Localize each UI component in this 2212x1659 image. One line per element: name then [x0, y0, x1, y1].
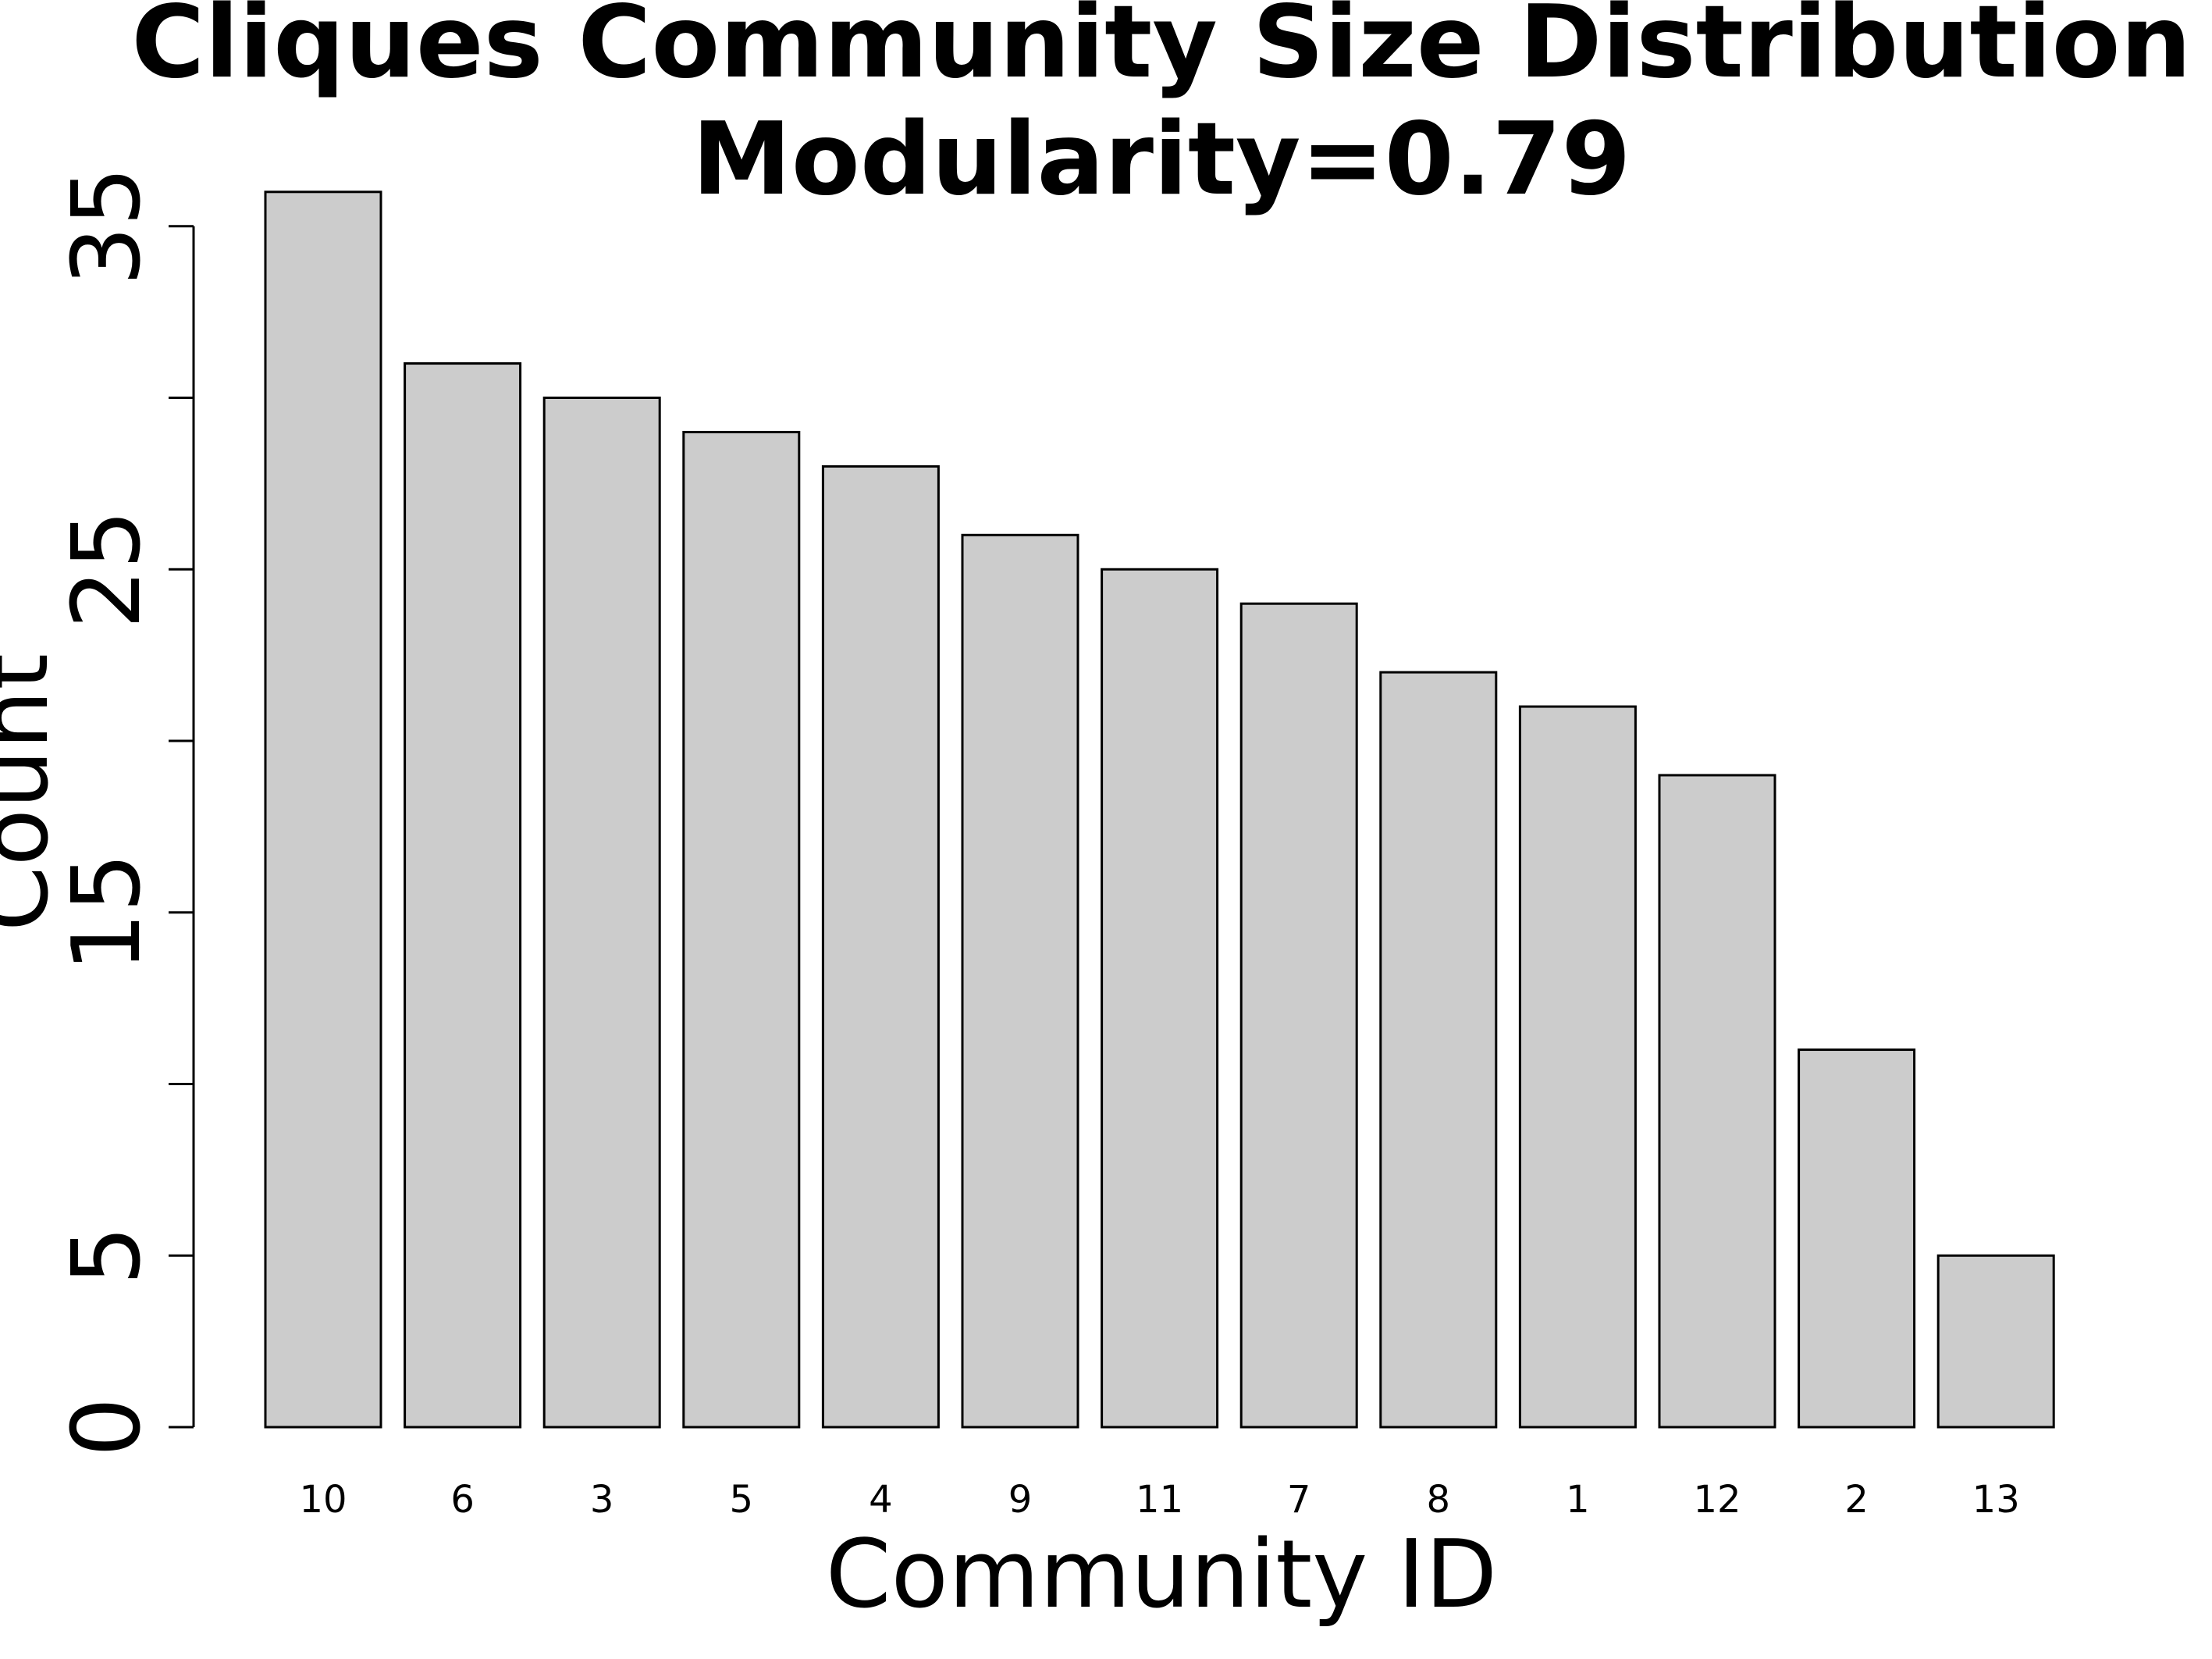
x-tick-label-10: 10 [299, 1478, 347, 1522]
bar-13 [1936, 1254, 2055, 1429]
bar-11 [1101, 568, 1219, 1429]
x-tick-label-9: 9 [1008, 1478, 1033, 1522]
y-tick-label-35: 35 [53, 166, 162, 286]
x-axis-label: Community ID [826, 1521, 1497, 1629]
bar-9 [961, 533, 1079, 1429]
bar-6 [404, 362, 522, 1429]
bars-group [264, 190, 2055, 1429]
chart-subtitle: Modularity=0.79 [692, 101, 1631, 218]
y-tick-label-25: 25 [53, 510, 162, 629]
x-tick-label-4: 4 [869, 1478, 893, 1522]
x-tick-label-2: 2 [1844, 1478, 1869, 1522]
x-tick-label-6: 6 [450, 1478, 475, 1522]
bar-4 [821, 465, 940, 1429]
x-tick-label-12: 12 [1693, 1478, 1741, 1522]
bar-2 [1798, 1048, 1916, 1429]
x-tick-label-5: 5 [730, 1478, 754, 1522]
y-tick-label-5: 5 [53, 1226, 162, 1285]
x-tick-label-1: 1 [1566, 1478, 1590, 1522]
y-tick-label-15: 15 [53, 853, 162, 972]
x-tick-label-7: 7 [1287, 1478, 1311, 1522]
bar-3 [542, 397, 661, 1429]
bar-7 [1239, 602, 1358, 1429]
x-tick-label-13: 13 [1972, 1478, 2020, 1522]
x-tick-label-8: 8 [1427, 1478, 1451, 1522]
x-tick-labels: 10 6 3 5 4 9 11 7 8 1 12 2 13 [299, 1478, 2019, 1522]
chart-title: Cliques Community Size Distribution [131, 0, 2191, 101]
x-tick-label-3: 3 [590, 1478, 614, 1522]
bar-8 [1379, 671, 1498, 1429]
bar-5 [682, 430, 801, 1429]
y-tick-label-0: 0 [53, 1397, 162, 1457]
x-tick-label-11: 11 [1136, 1478, 1183, 1522]
y-axis-label: Count [0, 653, 69, 931]
y-axis: 0 5 15 25 35 [53, 166, 195, 1457]
bar-12 [1658, 774, 1776, 1429]
bar-1 [1518, 705, 1637, 1429]
bar-10 [264, 190, 382, 1429]
